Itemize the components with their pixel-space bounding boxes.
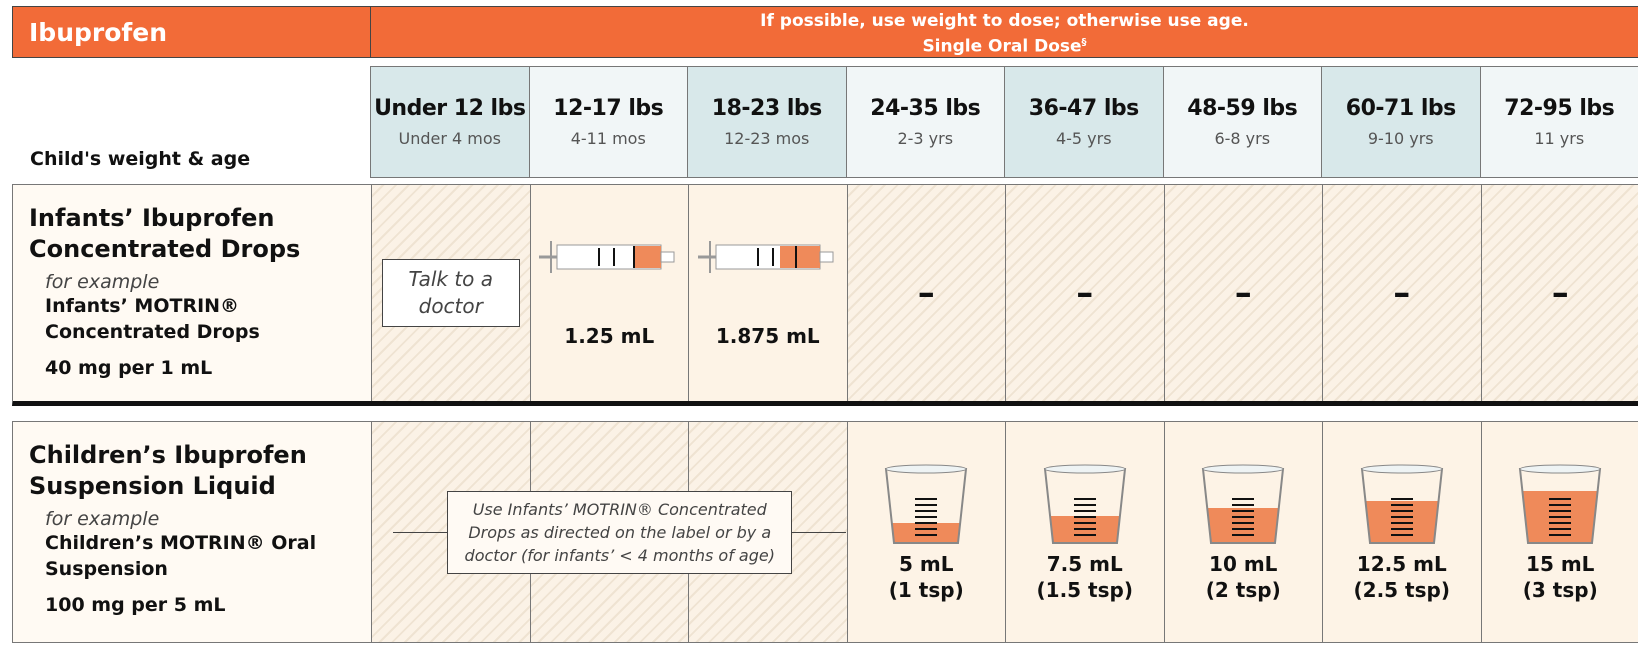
age: 9-10 yrs xyxy=(1368,129,1434,148)
dose-cell: – xyxy=(1481,185,1638,401)
dose-cell: 1.875 mL xyxy=(688,185,847,401)
weight: 24-35 lbs xyxy=(870,96,980,121)
product-label: Children’s Ibuprofen Suspension Liquid f… xyxy=(13,422,371,642)
no-dose: – xyxy=(1393,273,1410,313)
dose-cell: – xyxy=(1005,185,1164,401)
dose-tsp: (2 tsp) xyxy=(1206,577,1281,603)
footnote-mark: § xyxy=(1082,37,1087,48)
page: Ibuprofen If possible, use weight to dos… xyxy=(0,0,1638,645)
dose-cell: 5 mL(1 tsp) xyxy=(847,422,1006,642)
weight: Under 12 lbs xyxy=(374,96,525,121)
column-header: 36-47 lbs 4-5 yrs xyxy=(1004,66,1163,178)
dose-amount: 12.5 mL xyxy=(1357,551,1447,577)
arrow-right xyxy=(791,532,846,533)
dose-amount: 5 mL xyxy=(899,551,953,577)
subnote: Single Oral Dose xyxy=(922,37,1081,57)
dose-cell: 15 mL(3 tsp) xyxy=(1481,422,1638,642)
age: 11 yrs xyxy=(1534,129,1584,148)
example-label: for example xyxy=(45,271,357,293)
example-label: for example xyxy=(45,508,357,530)
column-header: Under 12 lbs Under 4 mos xyxy=(370,66,529,178)
weight: 48-59 lbs xyxy=(1187,96,1297,121)
dose-amount: 1.25 mL xyxy=(564,323,654,349)
age: 4-11 mos xyxy=(571,129,646,148)
dose-cell: 1.25 mL xyxy=(530,185,689,401)
weight: 36-47 lbs xyxy=(1029,96,1139,121)
age: 6-8 yrs xyxy=(1214,129,1270,148)
dose-tsp: (3 tsp) xyxy=(1523,577,1598,603)
age: 12-23 mos xyxy=(724,129,809,148)
cup xyxy=(1040,461,1130,551)
strength: 40 mg per 1 mL xyxy=(45,357,357,379)
header-note: If possible, use weight to dose; otherwi… xyxy=(371,7,1638,57)
arrow-left xyxy=(393,532,448,533)
product-name: Children’s Ibuprofen Suspension Liquid xyxy=(29,440,357,502)
dose-cell: – xyxy=(847,185,1006,401)
product-row: Infants’ Ibuprofen Concentrated Drops fo… xyxy=(12,184,1638,406)
no-dose: – xyxy=(1235,273,1252,313)
cup xyxy=(1515,461,1605,551)
syringe xyxy=(698,237,838,277)
column-header: 72-95 lbs 11 yrs xyxy=(1480,66,1638,178)
no-dose: – xyxy=(1076,273,1093,313)
columns-label: Child's weight & age xyxy=(12,66,370,178)
column-header: 12-17 lbs 4-11 mos xyxy=(529,66,688,178)
column-header: 24-35 lbs 2-3 yrs xyxy=(846,66,1005,178)
dose-amount: 15 mL xyxy=(1526,551,1594,577)
dose-tsp: (2.5 tsp) xyxy=(1354,577,1450,603)
no-dose: – xyxy=(918,273,935,313)
syringe xyxy=(539,237,679,277)
column-header: 18-23 lbs 12-23 mos xyxy=(687,66,846,178)
column-header: 48-59 lbs 6-8 yrs xyxy=(1163,66,1322,178)
cup xyxy=(881,461,971,551)
example: Children’s MOTRIN® Oral Suspension xyxy=(45,530,357,582)
strength: 100 mg per 5 mL xyxy=(45,594,357,616)
column-header: 60-71 lbs 9-10 yrs xyxy=(1321,66,1480,178)
note-text: Use Infants’ MOTRIN® Concentrated Drops … xyxy=(465,500,775,565)
age: Under 4 mos xyxy=(399,129,502,148)
cup xyxy=(1357,461,1447,551)
column-headers: Child's weight & age Under 12 lbs Under 4… xyxy=(12,66,1638,178)
dose-cell: 10 mL(2 tsp) xyxy=(1164,422,1323,642)
dose-tsp: (1.5 tsp) xyxy=(1037,577,1133,603)
example: Infants’ MOTRIN® Concentrated Drops xyxy=(45,293,357,345)
product-name: Infants’ Ibuprofen Concentrated Drops xyxy=(29,203,357,265)
weight: 72-95 lbs xyxy=(1504,96,1614,121)
weight: 18-23 lbs xyxy=(712,96,822,121)
drug-title: Ibuprofen xyxy=(13,7,371,57)
note-area: Use Infants’ MOTRIN® Concentrated Drops … xyxy=(382,421,858,643)
dose-amount: 10 mL xyxy=(1209,551,1277,577)
dose-cell: – xyxy=(1322,185,1481,401)
dose-cell: – xyxy=(1164,185,1323,401)
dose-cell: 7.5 mL(1.5 tsp) xyxy=(1005,422,1164,642)
weight: 12-17 lbs xyxy=(553,96,663,121)
weight: 60-71 lbs xyxy=(1346,96,1456,121)
note-text: If possible, use weight to dose; otherwi… xyxy=(760,11,1249,31)
age: 2-3 yrs xyxy=(897,129,953,148)
dose-cell: 12.5 mL(2.5 tsp) xyxy=(1322,422,1481,642)
product-label: Infants’ Ibuprofen Concentrated Drops fo… xyxy=(13,185,371,401)
dose-tsp: (1 tsp) xyxy=(889,577,964,603)
note-box: Talk to a doctor xyxy=(382,259,520,327)
dose-amount: 7.5 mL xyxy=(1047,551,1123,577)
cup xyxy=(1198,461,1288,551)
no-dose: – xyxy=(1552,273,1569,313)
note-box: Use Infants’ MOTRIN® Concentrated Drops … xyxy=(447,491,792,574)
dose-cell: Talk to a doctor xyxy=(371,185,530,401)
age: 4-5 yrs xyxy=(1056,129,1112,148)
header-bar: Ibuprofen If possible, use weight to dos… xyxy=(12,6,1638,58)
dose-amount: 1.875 mL xyxy=(716,323,820,349)
